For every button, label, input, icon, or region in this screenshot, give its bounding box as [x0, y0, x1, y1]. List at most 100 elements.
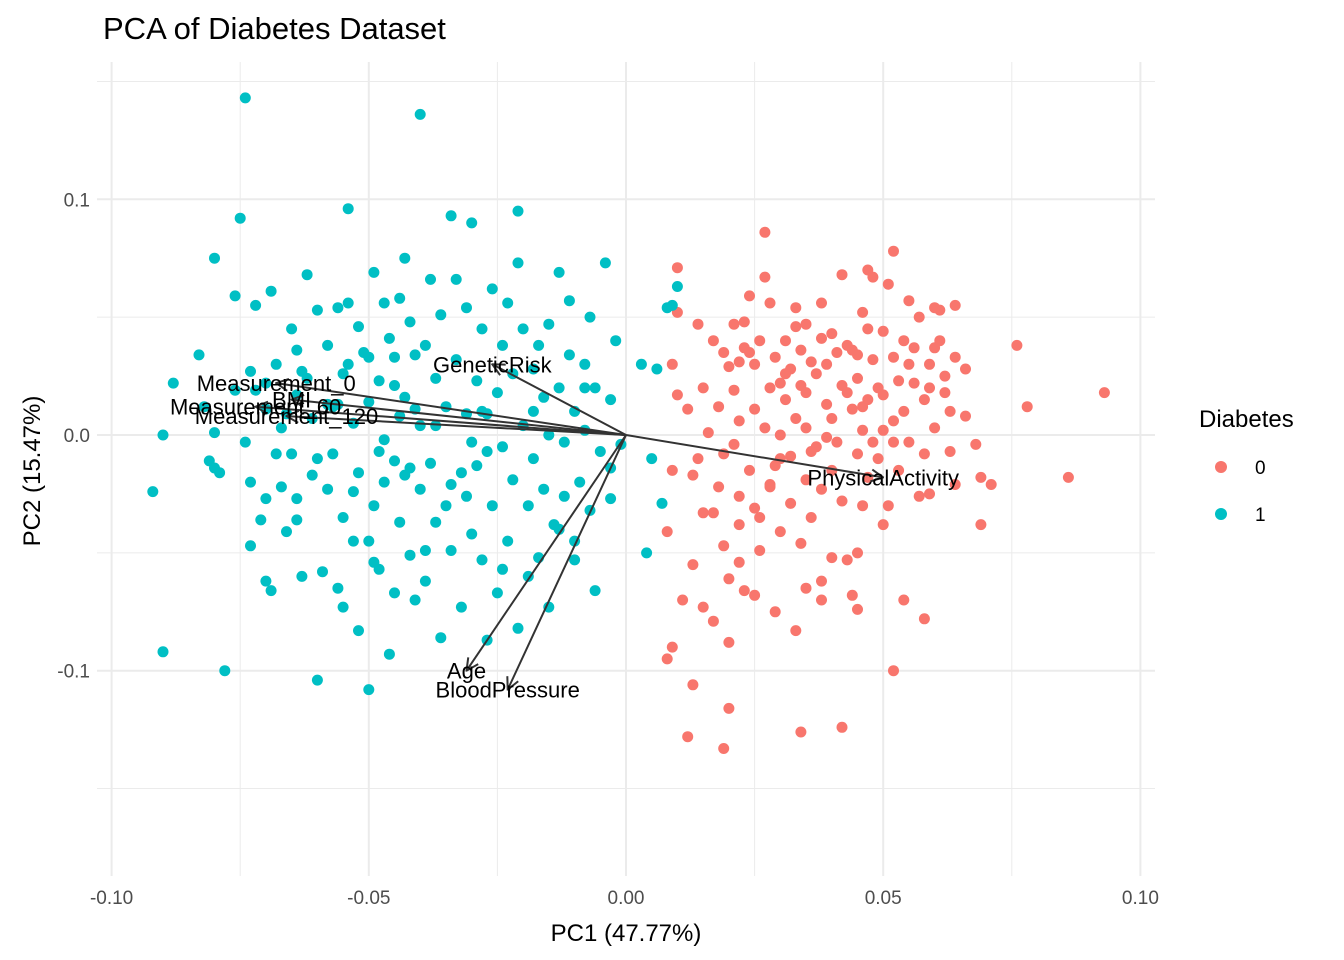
data-point-diabetes-0: [898, 594, 910, 606]
data-point-diabetes-0: [924, 358, 935, 370]
data-point-diabetes-1: [502, 297, 514, 309]
data-point-diabetes-1: [507, 474, 519, 486]
data-point-diabetes-1: [461, 302, 472, 314]
data-point-diabetes-0: [852, 372, 863, 384]
data-point-diabetes-1: [527, 405, 539, 417]
data-point-diabetes-0: [877, 519, 889, 531]
data-point-diabetes-0: [836, 721, 848, 733]
data-point-diabetes-1: [301, 269, 313, 281]
data-point-diabetes-1: [250, 299, 262, 311]
data-point-diabetes-0: [759, 422, 771, 434]
loading-arrow: [276, 383, 627, 436]
x-axis-title: PC1 (47.77%): [551, 920, 702, 947]
data-point-diabetes-0: [800, 318, 812, 330]
data-point-diabetes-0: [785, 450, 797, 462]
data-point-diabetes-1: [435, 309, 447, 321]
data-point-diabetes-0: [764, 479, 776, 490]
data-point-diabetes-1: [296, 570, 308, 582]
data-point-diabetes-0: [780, 368, 791, 380]
data-point-diabetes-1: [394, 516, 406, 528]
data-point-diabetes-0: [918, 394, 930, 406]
loading-arrow: [467, 434, 627, 671]
data-point-diabetes-1: [543, 318, 555, 330]
data-point-diabetes-0: [882, 278, 894, 290]
data-point-diabetes-0: [867, 436, 879, 448]
data-point-diabetes-0: [939, 370, 951, 382]
data-point-diabetes-0: [1021, 401, 1033, 413]
data-point-diabetes-0: [898, 405, 910, 417]
chart-title: PCA of Diabetes Dataset: [103, 11, 446, 46]
data-point-diabetes-0: [975, 471, 987, 483]
data-point-diabetes-0: [949, 479, 961, 490]
data-point-diabetes-1: [445, 479, 457, 490]
data-point-diabetes-1: [543, 429, 555, 441]
data-point-diabetes-0: [713, 401, 725, 413]
data-point-diabetes-0: [970, 438, 982, 450]
data-point-diabetes-1: [450, 273, 462, 285]
legend-key-0: [1215, 461, 1227, 473]
data-point-diabetes-1: [198, 401, 210, 413]
data-point-diabetes-1: [579, 382, 591, 394]
data-point-diabetes-0: [918, 613, 930, 625]
data-point-diabetes-1: [389, 587, 400, 599]
data-point-diabetes-0: [800, 582, 812, 594]
data-point-diabetes-0: [774, 453, 786, 465]
data-point-diabetes-0: [728, 384, 740, 396]
data-point-diabetes-0: [749, 358, 761, 370]
data-point-diabetes-1: [327, 448, 339, 460]
data-point-diabetes-1: [466, 217, 478, 229]
data-point-diabetes-1: [394, 292, 406, 304]
data-point-diabetes-0: [795, 344, 807, 356]
x-tick-label: 0.05: [865, 888, 902, 909]
data-point-diabetes-1: [538, 391, 550, 403]
data-point-diabetes-0: [733, 356, 745, 368]
data-point-diabetes-1: [605, 493, 617, 505]
data-point-diabetes-1: [599, 257, 611, 269]
y-tick-labels: -0.1 0.0 0.1: [57, 190, 90, 682]
data-point-diabetes-0: [749, 589, 761, 601]
data-point-diabetes-1: [270, 448, 282, 460]
legend: Diabetes 0 1: [1199, 406, 1294, 526]
data-point-diabetes-1: [383, 332, 395, 344]
data-point-diabetes-0: [857, 424, 869, 436]
data-point-diabetes-0: [888, 351, 899, 363]
data-point-diabetes-0: [666, 464, 678, 476]
data-point-diabetes-0: [918, 448, 930, 460]
data-point-diabetes-0: [816, 332, 827, 344]
data-point-diabetes-1: [409, 349, 421, 361]
data-point-diabetes-1: [641, 547, 653, 559]
data-point-diabetes-1: [435, 632, 447, 644]
data-point-diabetes-0: [790, 302, 802, 314]
data-point-diabetes-1: [563, 295, 575, 307]
loading-label: BloodPressure: [436, 678, 580, 703]
data-point-diabetes-1: [389, 351, 400, 363]
loading-arrow: [508, 434, 627, 690]
data-point-diabetes-1: [347, 535, 359, 547]
data-point-diabetes-1: [399, 469, 411, 481]
data-point-diabetes-0: [857, 500, 869, 512]
data-point-diabetes-0: [877, 325, 889, 337]
data-point-diabetes-1: [656, 497, 668, 509]
data-point-diabetes-0: [764, 382, 776, 394]
data-point-diabetes-0: [800, 474, 812, 486]
data-point-diabetes-1: [337, 368, 349, 380]
data-point-diabetes-0: [1011, 339, 1023, 351]
data-point-diabetes-1: [419, 575, 431, 587]
data-point-diabetes-1: [260, 377, 272, 389]
data-point-diabetes-1: [311, 674, 323, 686]
data-point-diabetes-1: [363, 351, 375, 363]
data-point-diabetes-0: [985, 479, 997, 490]
data-point-diabetes-1: [419, 339, 431, 351]
data-point-diabetes-1: [471, 460, 483, 472]
data-point-diabetes-1: [497, 339, 508, 351]
data-point-diabetes-1: [558, 490, 570, 502]
data-point-diabetes-1: [486, 500, 498, 512]
data-point-diabetes-0: [697, 507, 709, 519]
data-point-diabetes-0: [852, 448, 863, 460]
x-tick-label: -0.05: [347, 888, 390, 909]
data-point-diabetes-0: [790, 321, 802, 333]
data-point-diabetes-0: [862, 264, 874, 276]
loading-label: Age: [447, 659, 486, 684]
loading-labels: Measurement_0BMIMeasurement_60Measuremen…: [170, 352, 959, 702]
data-point-diabetes-1: [265, 285, 277, 297]
